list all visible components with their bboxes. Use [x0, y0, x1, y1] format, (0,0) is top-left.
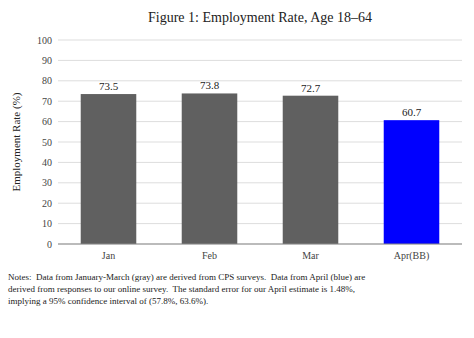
grid [58, 40, 462, 244]
y-tick-label: 60 [42, 116, 52, 127]
y-tick-label: 50 [42, 137, 52, 148]
y-tick-label: 70 [42, 96, 52, 107]
bars [81, 93, 440, 244]
data-label: 60.7 [402, 106, 422, 118]
data-label: 73.5 [99, 80, 119, 92]
grid-line [58, 244, 462, 245]
bar [283, 96, 339, 244]
bar [384, 120, 440, 244]
data-label: 73.8 [200, 79, 220, 91]
background [0, 0, 474, 338]
grid-line [58, 40, 462, 41]
grid-line [58, 60, 462, 61]
y-tick-label: 30 [42, 177, 52, 188]
y-axis-label: Employment Rate (%) [10, 92, 23, 191]
x-tick-label: Mar [302, 250, 319, 261]
x-tick-label: Feb [202, 250, 217, 261]
title: Figure 1: Employment Rate, Age 18–64 [148, 10, 372, 25]
y-tick-label: 20 [42, 198, 52, 209]
note: implying a 95% confidence interval of (5… [8, 296, 208, 306]
y-tick-label: 0 [47, 239, 52, 250]
x-axis-line [58, 244, 462, 245]
y-tick-label: 90 [42, 55, 52, 66]
x-tick-label: Apr(BB) [394, 250, 430, 262]
bar [182, 93, 238, 244]
y-tick-label: 10 [42, 218, 52, 229]
grid-line [58, 80, 462, 81]
y-tick-label: 100 [37, 35, 52, 46]
bar [81, 94, 137, 244]
chart: Figure 1: Employment Rate, Age 18–64 0 10 2… [0, 0, 474, 338]
y-tick-label: 40 [42, 157, 52, 168]
note: Notes: Data from January-March (gray) ar… [8, 272, 365, 282]
data-label: 72.7 [301, 82, 321, 94]
x-tick-label: Jan [102, 250, 115, 261]
note: derived from responses to our online sur… [8, 284, 355, 294]
y-tick-label: 80 [42, 75, 52, 86]
